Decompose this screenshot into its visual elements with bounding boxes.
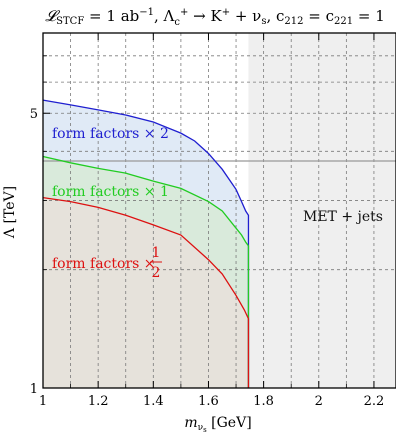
series-label-0: form factors × 2 <box>52 126 169 142</box>
x-tick-label-3: 1.6 <box>198 394 219 409</box>
series-label-2-denominator: 2 <box>152 265 161 281</box>
y-tick-label-1: 5 <box>30 107 38 122</box>
x-tick-label-6: 2.2 <box>364 394 385 409</box>
plot-area: 1 1.2 1.4 1.6 1.8 2 2.2 1 5 form factors × 2 form … <box>30 32 396 409</box>
x-tick-label-1: 1.2 <box>88 394 109 409</box>
chart-title: 𝓛STCF = 1 ab−1, Λc+ → K+ + νs, c212 = c2… <box>45 7 385 28</box>
x-tick-label-2: 1.4 <box>143 394 164 409</box>
series-line-0 <box>42 99 250 388</box>
area-fill-2 <box>43 197 249 388</box>
x-axis-label: mνs [GeV] <box>184 415 251 433</box>
series-line-2 <box>42 196 250 388</box>
x-tick-label-4: 1.8 <box>253 394 274 409</box>
series-label-1: form factors × 1 <box>52 184 169 200</box>
series-line-1 <box>42 155 250 388</box>
plot-frame <box>42 32 396 389</box>
region-label: MET + jets <box>303 209 383 225</box>
x-tick-label-0: 1 <box>39 394 47 409</box>
x-tick-label-5: 2 <box>315 394 323 409</box>
y-axis-label: Λ [TeV] <box>2 186 18 239</box>
series-label-2-numerator: 1 <box>152 245 161 261</box>
series-label-2: form factors × <box>52 256 156 272</box>
y-tick-label-0: 1 <box>30 382 38 397</box>
met-jets-region <box>248 33 396 388</box>
